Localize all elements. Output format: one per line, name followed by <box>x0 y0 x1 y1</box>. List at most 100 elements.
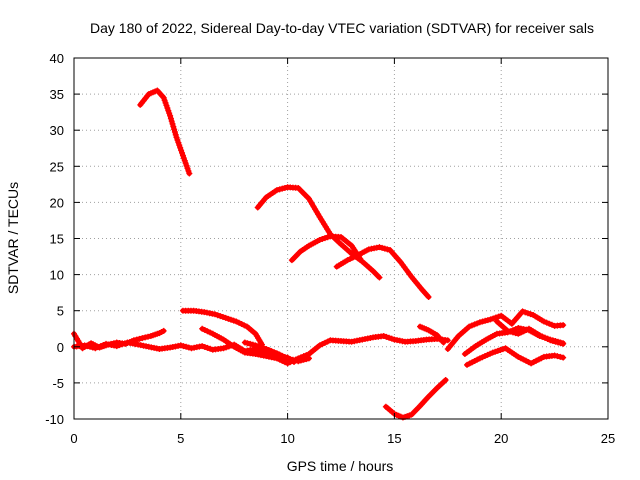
y-tick-label: 5 <box>57 304 64 319</box>
data-point <box>276 186 283 193</box>
data-point <box>381 245 388 252</box>
data-point <box>557 353 564 360</box>
data-point <box>546 320 553 327</box>
data-point <box>515 330 522 337</box>
data-point <box>263 345 270 352</box>
data-point <box>292 357 299 364</box>
data-point <box>543 319 550 326</box>
data-point <box>160 327 167 334</box>
x-tick-label: 15 <box>387 431 401 446</box>
data-point <box>273 187 280 194</box>
data-point <box>252 342 259 349</box>
data-point <box>527 311 534 318</box>
data-point <box>504 327 511 334</box>
data-point <box>384 246 391 253</box>
data-point <box>560 354 567 361</box>
data-point <box>560 322 567 329</box>
data-point <box>279 185 286 192</box>
data-point <box>249 341 256 348</box>
data-point <box>321 339 328 346</box>
data-point <box>321 235 328 242</box>
data-point <box>560 340 567 347</box>
data-point <box>171 126 178 133</box>
y-axis-label: SDTVAR / TECUs <box>5 182 21 294</box>
data-point <box>554 353 561 360</box>
data-point <box>281 354 288 361</box>
series-arc-16 <box>417 323 447 346</box>
data-point <box>211 311 218 318</box>
data-point <box>536 332 543 339</box>
data-point <box>517 329 524 336</box>
data-point <box>344 257 351 264</box>
data-point <box>227 316 234 323</box>
data-point <box>319 236 326 243</box>
data-point <box>509 329 516 336</box>
data-point <box>324 234 331 241</box>
data-point <box>376 274 383 281</box>
data-point <box>468 322 475 329</box>
data-point <box>305 355 312 362</box>
y-tick-label: 40 <box>50 51 64 66</box>
x-tick-label: 0 <box>70 431 77 446</box>
data-point <box>265 347 272 354</box>
data-point <box>207 329 214 336</box>
data-point <box>244 340 251 347</box>
data-point <box>110 340 117 347</box>
data-point <box>287 356 294 363</box>
series-arc-15 <box>288 233 364 264</box>
data-point <box>219 314 226 321</box>
data-point <box>133 336 140 343</box>
y-tick-label: 10 <box>50 268 64 283</box>
chart-title: Day 180 of 2022, Sidereal Day-to-day VTE… <box>90 20 594 36</box>
data-point <box>284 355 291 362</box>
x-tick-label: 25 <box>601 431 615 446</box>
data-point <box>180 343 187 350</box>
data-point <box>279 357 286 364</box>
data-point <box>130 337 137 344</box>
data-point <box>199 325 206 332</box>
y-tick-label: 30 <box>50 123 64 138</box>
data-point <box>136 335 143 342</box>
data-point <box>268 348 275 355</box>
data-point <box>383 333 390 340</box>
data-point <box>386 334 393 341</box>
data-point <box>316 342 323 349</box>
data-point <box>474 320 481 327</box>
data-point <box>541 334 548 341</box>
data-point <box>316 236 323 243</box>
data-point <box>347 255 354 262</box>
data-point <box>522 309 529 316</box>
data-point <box>201 327 208 334</box>
data-point <box>142 334 149 341</box>
data-point <box>380 332 387 339</box>
series-arc-late-a <box>444 308 567 352</box>
data-point <box>379 244 386 251</box>
series-arc-late-c <box>464 345 567 368</box>
data-point <box>295 358 302 365</box>
data-point <box>476 319 483 326</box>
data-point <box>207 345 214 352</box>
data-point <box>284 360 291 367</box>
series-arc-mid <box>199 325 451 367</box>
data-point <box>217 313 224 320</box>
data-point <box>279 352 286 359</box>
data-point <box>303 356 310 363</box>
data-point <box>183 343 190 350</box>
data-point <box>324 338 331 345</box>
data-point <box>281 184 288 191</box>
data-point <box>185 344 192 351</box>
series-arc-14 <box>333 244 432 300</box>
data-point <box>276 351 283 358</box>
y-tick-label: -10 <box>45 412 64 427</box>
x-tick-label: 20 <box>494 431 508 446</box>
series-arc-mid-2 <box>241 339 312 365</box>
y-tick-label: 15 <box>50 232 64 247</box>
data-point <box>105 341 112 348</box>
data-point <box>167 112 174 119</box>
y-tick-label: 20 <box>50 195 64 210</box>
data-point <box>108 340 115 347</box>
data-point <box>471 321 478 328</box>
series-arc-late-d <box>493 318 567 347</box>
data-point <box>230 317 237 324</box>
series-arc-5 <box>179 307 265 348</box>
